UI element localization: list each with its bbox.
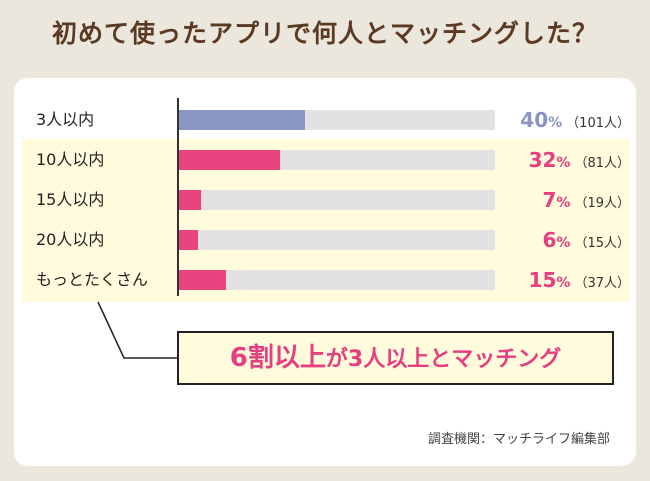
value-label: 7% （19人） xyxy=(500,180,631,220)
source-credit: 調査機関：マッチライフ編集部 xyxy=(427,432,610,447)
count-label: （37人） xyxy=(574,276,630,291)
bar xyxy=(179,270,227,290)
bar-row: 10人以内 32% （81人） xyxy=(0,140,650,180)
bar-track xyxy=(179,110,495,130)
chart-title: 初めて使ったアプリで何人とマッチングした？ xyxy=(51,19,598,48)
bar-row: 15人以内 7% （19人） xyxy=(0,180,650,220)
bar-track xyxy=(179,150,495,170)
category-label: 10人以内 xyxy=(36,150,105,169)
percent-value: 32 xyxy=(528,148,557,172)
percent-value: 7 xyxy=(542,188,557,212)
bar-row: もっとたくさん 15% （37人） xyxy=(0,260,650,300)
callout-highlight: 6割以上 xyxy=(229,343,326,373)
category-label: 20人以内 xyxy=(36,230,105,249)
bar-track xyxy=(179,190,495,210)
percent-value: 6 xyxy=(542,228,557,252)
percent-unit: % xyxy=(556,195,571,211)
value-label: 15% （37人） xyxy=(500,260,630,300)
percent-unit: % xyxy=(556,155,571,171)
bar xyxy=(179,110,306,130)
percent-unit: % xyxy=(556,235,571,251)
callout-text: 6割以上が3人以上とマッチング xyxy=(179,333,612,383)
count-label: （81人） xyxy=(574,156,630,171)
bar xyxy=(179,230,198,250)
callout-rest: が3人以上とマッチング xyxy=(325,347,562,372)
value-label: 40% （101人） xyxy=(500,100,630,140)
value-label: 6% （15人） xyxy=(500,220,631,260)
category-label: 3人以内 xyxy=(36,110,95,129)
percent-value: 40 xyxy=(520,108,549,132)
percent-unit: % xyxy=(548,115,563,131)
count-label: （19人） xyxy=(574,196,630,211)
bar-track xyxy=(179,230,495,250)
bar xyxy=(179,190,202,210)
category-label: もっとたくさん xyxy=(36,270,149,289)
category-axis xyxy=(177,98,179,296)
bar-row: 20人以内 6% （15人） xyxy=(0,220,650,260)
count-label: （15人） xyxy=(574,236,630,251)
category-label: 15人以内 xyxy=(36,190,105,209)
percent-unit: % xyxy=(556,275,571,291)
value-label: 32% （81人） xyxy=(500,140,630,180)
percent-value: 15 xyxy=(528,268,557,292)
callout-box: 6割以上が3人以上とマッチング xyxy=(177,331,614,385)
bar xyxy=(179,150,281,170)
bar-track xyxy=(179,270,495,290)
bar-row: 3人以内 40% （101人） xyxy=(0,100,650,140)
count-label: （101人） xyxy=(566,116,630,131)
